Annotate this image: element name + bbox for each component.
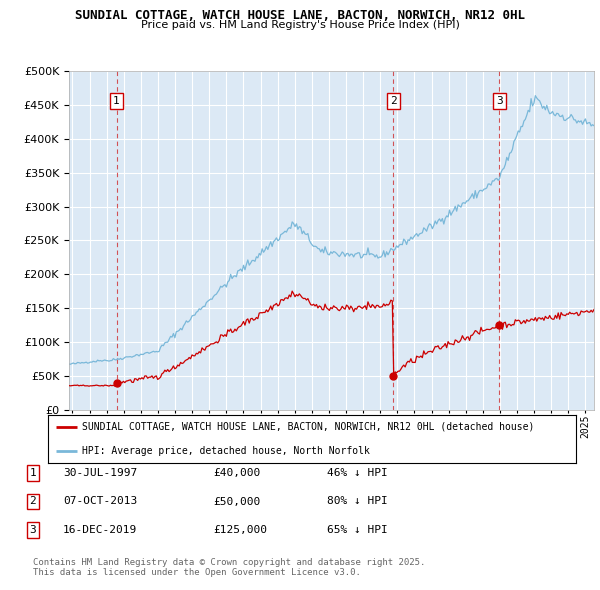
- Text: £40,000: £40,000: [213, 468, 260, 478]
- Text: HPI: Average price, detached house, North Norfolk: HPI: Average price, detached house, Nort…: [82, 446, 370, 456]
- Text: 1: 1: [29, 468, 37, 478]
- Text: 07-OCT-2013: 07-OCT-2013: [63, 497, 137, 506]
- Text: 80% ↓ HPI: 80% ↓ HPI: [327, 497, 388, 506]
- Text: 46% ↓ HPI: 46% ↓ HPI: [327, 468, 388, 478]
- Text: 16-DEC-2019: 16-DEC-2019: [63, 525, 137, 535]
- Text: £125,000: £125,000: [213, 525, 267, 535]
- Text: 2: 2: [29, 497, 37, 506]
- Text: SUNDIAL COTTAGE, WATCH HOUSE LANE, BACTON, NORWICH, NR12 0HL: SUNDIAL COTTAGE, WATCH HOUSE LANE, BACTO…: [75, 9, 525, 22]
- Text: 3: 3: [29, 525, 37, 535]
- Text: £50,000: £50,000: [213, 497, 260, 506]
- Text: 30-JUL-1997: 30-JUL-1997: [63, 468, 137, 478]
- Text: 1: 1: [113, 96, 120, 106]
- Text: Contains HM Land Registry data © Crown copyright and database right 2025.
This d: Contains HM Land Registry data © Crown c…: [33, 558, 425, 577]
- Text: SUNDIAL COTTAGE, WATCH HOUSE LANE, BACTON, NORWICH, NR12 0HL (detached house): SUNDIAL COTTAGE, WATCH HOUSE LANE, BACTO…: [82, 422, 535, 432]
- Text: 2: 2: [390, 96, 397, 106]
- Text: 3: 3: [496, 96, 503, 106]
- Text: 65% ↓ HPI: 65% ↓ HPI: [327, 525, 388, 535]
- Text: Price paid vs. HM Land Registry's House Price Index (HPI): Price paid vs. HM Land Registry's House …: [140, 20, 460, 30]
